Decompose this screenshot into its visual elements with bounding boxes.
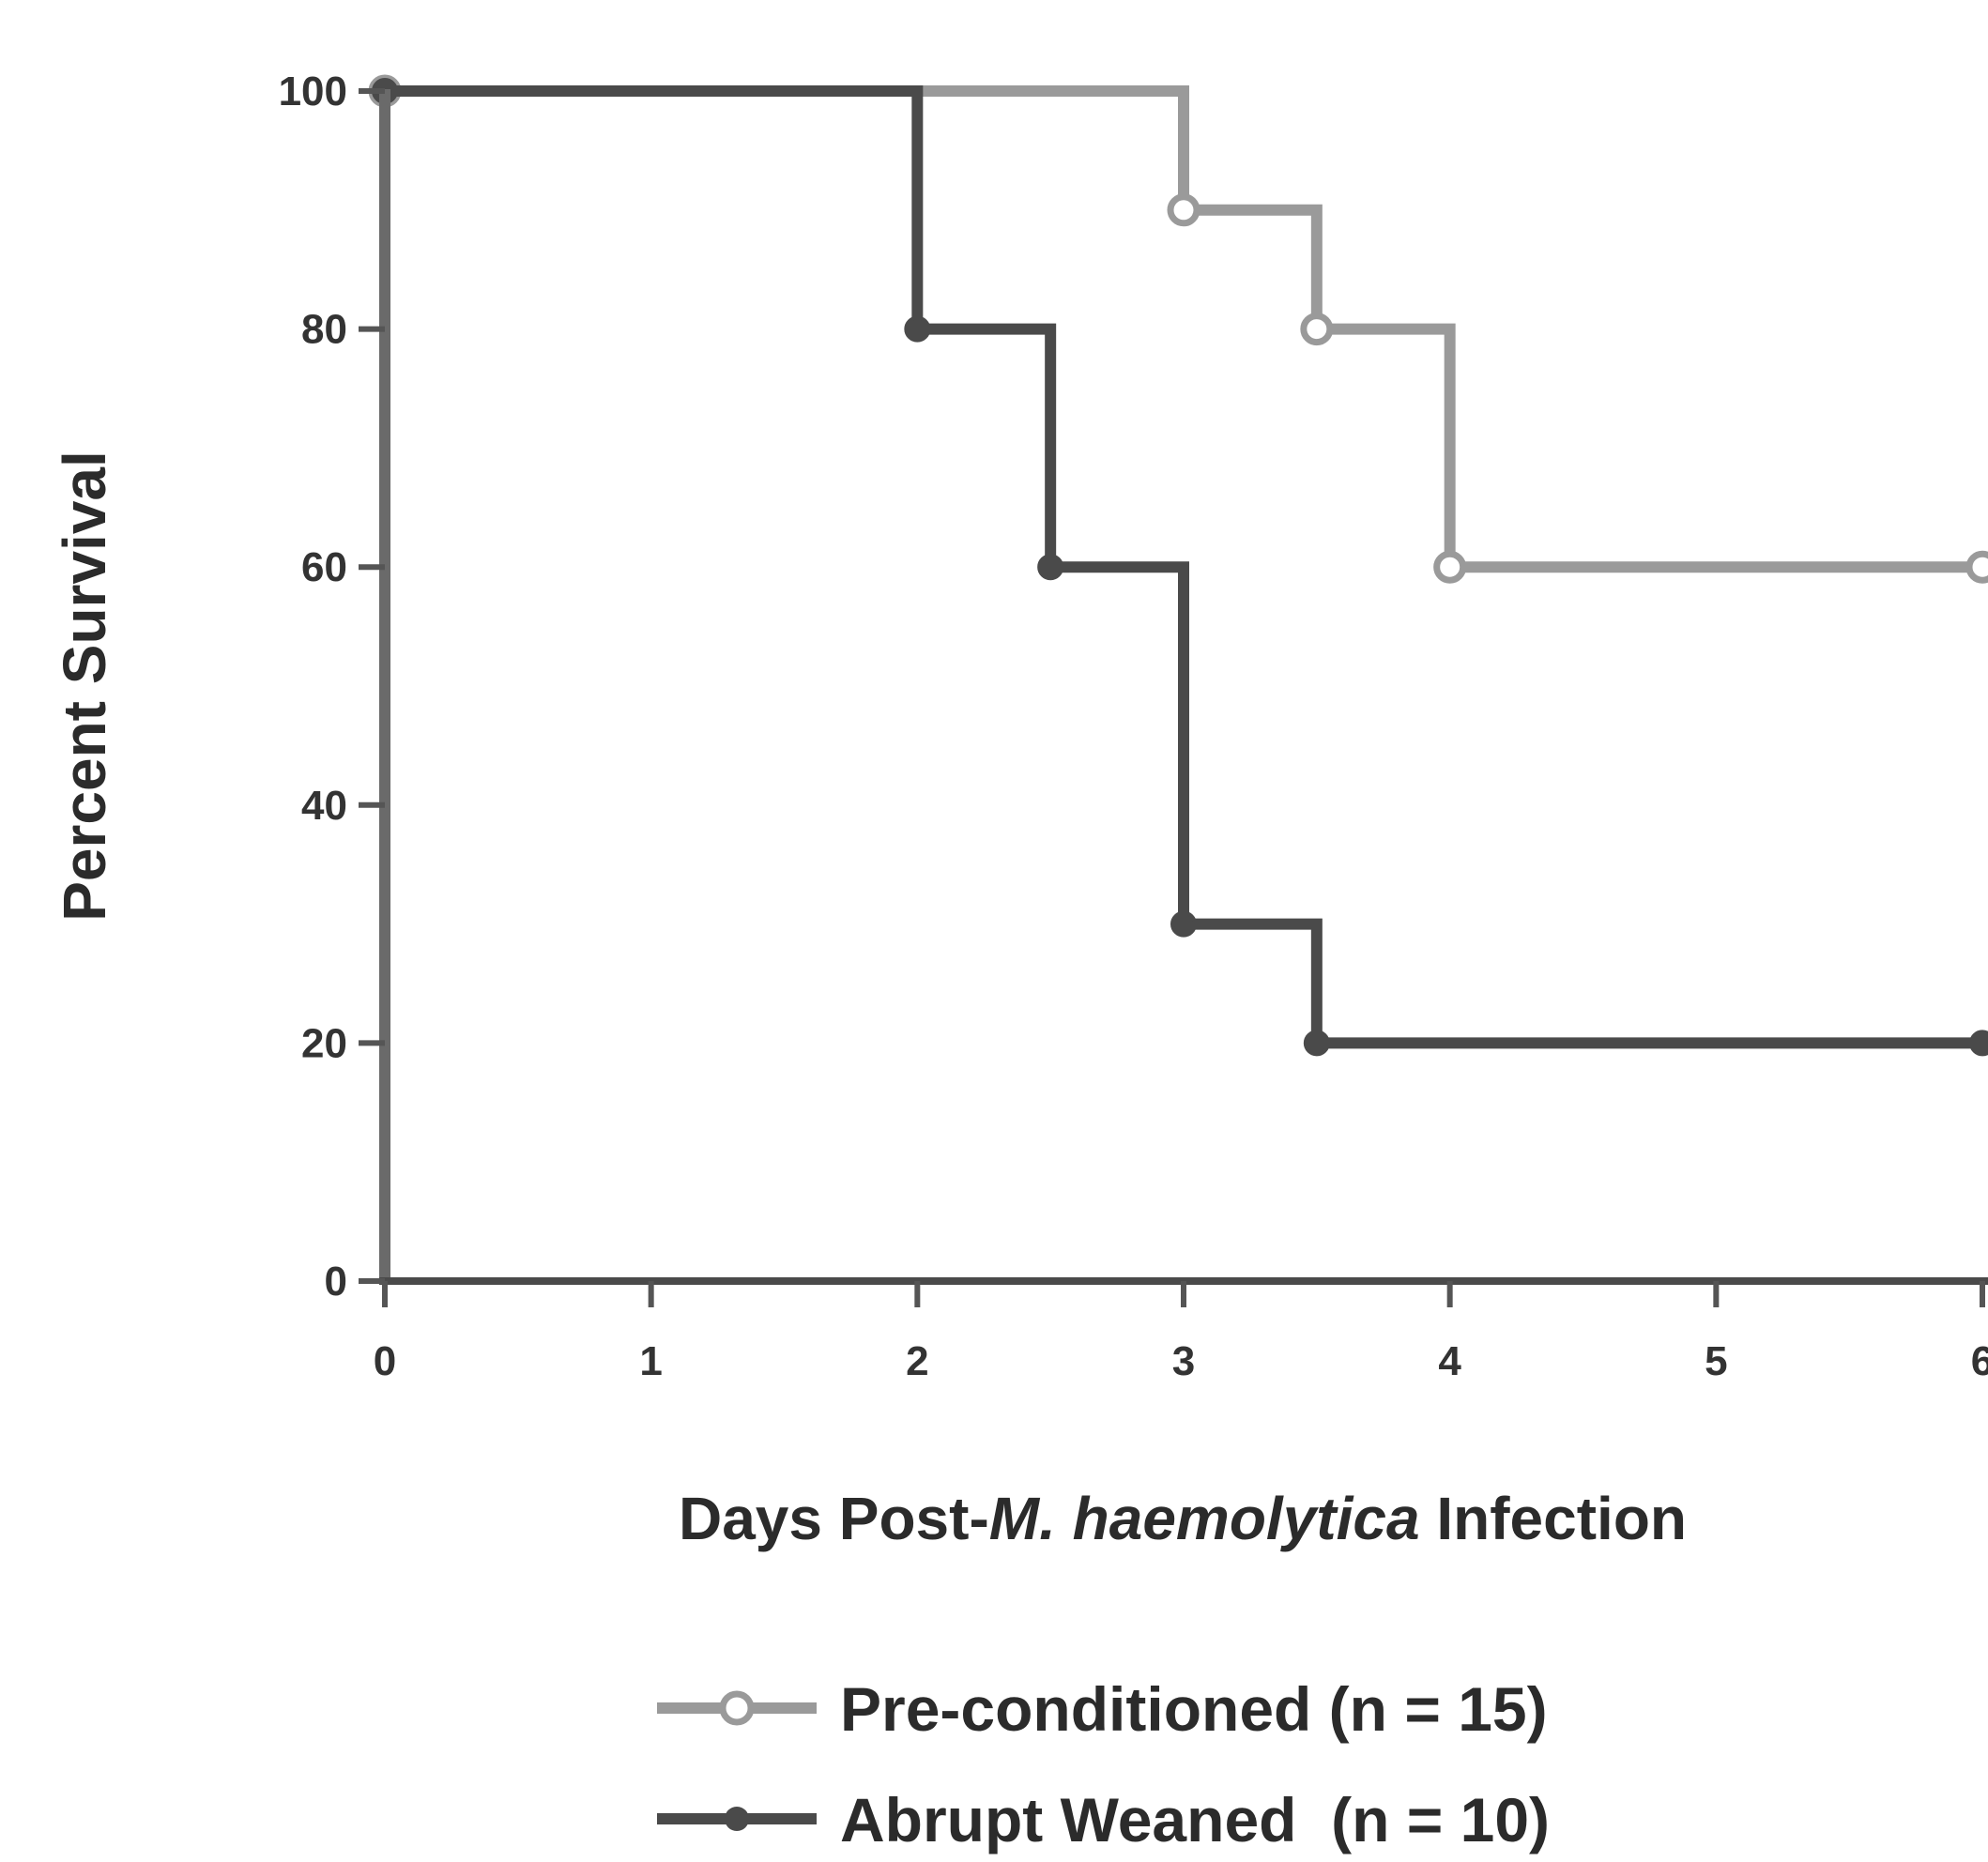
x-tick-label: 4 [1438, 1338, 1461, 1384]
y-axis-title: Percent Survival [51, 450, 118, 922]
x-axis-title-italic: M. haemolytica [989, 1485, 1420, 1552]
legend-label: Abrupt Weaned (n = 10) [840, 1785, 1550, 1854]
data-point [1300, 313, 1334, 346]
x-axis-title-prefix: Days Post- [679, 1485, 989, 1552]
x-axis-title-suffix: Infection [1420, 1485, 1687, 1552]
x-tick-label: 0 [374, 1338, 396, 1384]
tick-labels: 0 20 40 60 80 100 0 1 2 3 4 5 6 [279, 69, 1988, 1384]
data-point [1969, 1030, 1988, 1057]
x-axis-title: Days Post-M. haemolytica Infection [679, 1485, 1687, 1552]
data-point [1167, 193, 1200, 227]
series-lines [368, 74, 1988, 1057]
data-point [1170, 910, 1197, 938]
legend-label: Pre-conditioned (n = 15) [840, 1674, 1548, 1744]
data-point [1433, 550, 1467, 584]
legend-marker [725, 1807, 749, 1831]
y-tick-label: 80 [301, 307, 347, 353]
x-tick-label: 2 [906, 1338, 928, 1384]
y-tick-label: 20 [301, 1020, 347, 1066]
y-tick-label: 100 [279, 69, 347, 114]
series-line [379, 85, 1988, 1049]
y-tick-label: 60 [301, 544, 347, 590]
y-tick-label: 40 [301, 783, 347, 829]
legend: Pre-conditioned (n = 15) Abrupt Weaned (n… [657, 1674, 1550, 1854]
legend-item-abrupt-weaned: Abrupt Weaned (n = 10) [657, 1785, 1550, 1854]
x-tick-label: 6 [1971, 1338, 1988, 1384]
legend-marker [719, 1690, 755, 1726]
data-point [1965, 550, 1988, 584]
axes [359, 88, 1988, 1307]
legend-item-pre-conditioned: Pre-conditioned (n = 15) [657, 1674, 1548, 1744]
y-tick-label: 0 [325, 1259, 347, 1305]
data-point [904, 315, 931, 343]
series-line [379, 85, 1988, 573]
data-point [1037, 554, 1064, 581]
x-tick-label: 1 [639, 1338, 662, 1384]
data-point [1303, 1030, 1330, 1057]
x-tick-label: 5 [1705, 1338, 1727, 1384]
x-tick-label: 3 [1172, 1338, 1195, 1384]
series-pre-conditioned [368, 74, 1988, 584]
